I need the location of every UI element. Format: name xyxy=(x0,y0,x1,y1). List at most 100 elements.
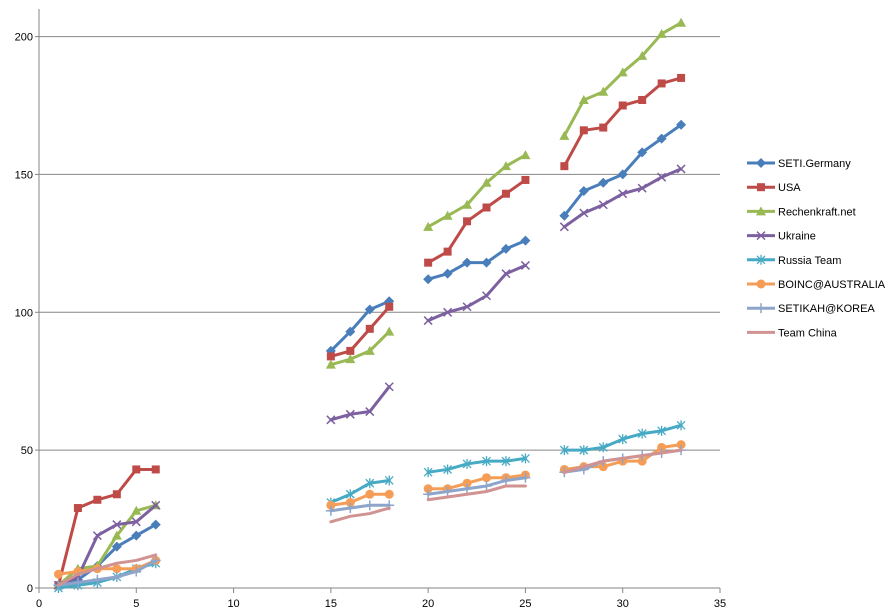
data-point xyxy=(462,478,472,488)
data-point xyxy=(443,307,453,317)
data-point xyxy=(579,445,589,456)
data-point xyxy=(559,210,570,221)
data-point xyxy=(365,324,374,333)
series-line-segment xyxy=(562,21,683,138)
series-line-segment xyxy=(426,263,527,323)
marker-stroke xyxy=(657,172,667,182)
series-line-segment xyxy=(426,484,527,502)
data-point xyxy=(559,222,569,232)
marker-stroke xyxy=(598,200,608,210)
legend-label: SETI.Germany xyxy=(778,158,851,170)
data-point xyxy=(365,478,375,489)
data-point xyxy=(325,505,336,516)
data-point xyxy=(481,291,492,301)
series-team-china xyxy=(56,448,683,587)
series-line-segment xyxy=(329,299,391,353)
legend-marker xyxy=(756,231,766,241)
series-line-segment xyxy=(426,456,527,474)
x-tick-label: 0 xyxy=(36,598,42,610)
data-point xyxy=(578,185,589,196)
data-point xyxy=(521,175,530,184)
data-point xyxy=(345,489,355,500)
data-point xyxy=(637,147,648,158)
data-point xyxy=(131,530,142,541)
legend-label: USA xyxy=(778,182,801,194)
data-point xyxy=(112,520,122,530)
data-point xyxy=(384,382,394,392)
marker-stroke xyxy=(579,208,589,218)
marker-stroke xyxy=(559,222,569,232)
data-point xyxy=(112,490,121,499)
series-lines xyxy=(53,17,687,593)
series-line-segment xyxy=(329,503,391,513)
data-point xyxy=(364,304,375,315)
data-point xyxy=(617,67,628,77)
data-point xyxy=(423,221,434,231)
data-point xyxy=(132,465,141,474)
data-point xyxy=(442,486,453,497)
data-point xyxy=(131,566,142,577)
data-point xyxy=(482,456,491,467)
data-point xyxy=(442,210,453,220)
x-tick-label: 5 xyxy=(133,598,139,610)
data-point xyxy=(676,164,686,174)
data-point xyxy=(111,571,122,582)
data-point xyxy=(618,101,627,110)
data-point xyxy=(150,519,161,530)
marker-stroke xyxy=(131,517,141,527)
series-line-segment xyxy=(329,330,391,367)
legend-label: Team China xyxy=(778,327,838,339)
marker-stroke xyxy=(443,307,453,317)
data-point xyxy=(384,475,394,486)
x-tick-label: 35 xyxy=(714,598,726,610)
data-point xyxy=(443,464,453,475)
series-line-segment xyxy=(562,448,683,474)
data-point xyxy=(598,462,608,472)
marker-stroke xyxy=(676,164,686,174)
legend-label: BOINC@AUSTRALIA xyxy=(778,279,886,291)
marker-stroke xyxy=(423,316,433,326)
data-point xyxy=(463,217,472,226)
x-tick-label: 10 xyxy=(227,598,239,610)
marker-stroke xyxy=(384,382,394,392)
data-point xyxy=(598,86,609,96)
data-point xyxy=(462,302,472,312)
data-point xyxy=(500,475,511,486)
y-tick-label: 100 xyxy=(15,307,33,319)
data-point xyxy=(111,530,122,540)
series-seti-germany xyxy=(53,119,687,591)
marker-stroke xyxy=(520,260,530,270)
data-point xyxy=(500,243,511,254)
x-tick-label: 20 xyxy=(422,598,434,610)
data-point xyxy=(345,503,356,514)
data-point xyxy=(657,425,667,436)
data-point xyxy=(385,302,394,311)
marker-stroke xyxy=(112,520,122,530)
data-point xyxy=(365,407,375,417)
legend-label: Rechenkraft.net xyxy=(778,206,856,218)
legend-label: Russia Team xyxy=(778,255,841,267)
data-point xyxy=(423,274,434,285)
data-point xyxy=(481,177,492,187)
x-tick-label: 30 xyxy=(617,598,629,610)
data-point xyxy=(93,495,102,504)
data-point xyxy=(657,442,667,452)
data-point xyxy=(637,183,647,193)
marker-stroke xyxy=(462,302,472,312)
data-point xyxy=(345,326,356,337)
data-point xyxy=(598,442,608,453)
series-line-segment xyxy=(56,553,158,587)
data-point xyxy=(150,555,161,566)
data-point xyxy=(657,79,666,88)
series-setikah-korea xyxy=(53,445,687,591)
data-point xyxy=(481,257,492,268)
marker-stroke xyxy=(92,531,102,541)
data-point xyxy=(501,189,510,198)
data-point xyxy=(131,505,142,515)
data-point xyxy=(424,258,433,267)
data-point xyxy=(637,428,647,439)
legend-entry: SETIKAH@KOREA xyxy=(747,303,875,315)
series-line-segment xyxy=(329,385,391,422)
data-point xyxy=(151,465,160,474)
